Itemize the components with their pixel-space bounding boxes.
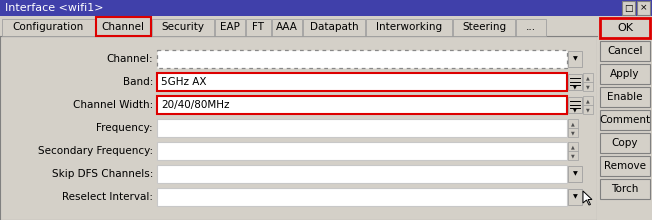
Bar xyxy=(622,1,635,15)
Text: Torch: Torch xyxy=(612,184,639,194)
Text: 20/40/80MHz: 20/40/80MHz xyxy=(161,100,230,110)
Bar xyxy=(568,51,582,67)
Bar xyxy=(157,142,567,160)
Text: AAA: AAA xyxy=(276,22,298,32)
Text: Copy: Copy xyxy=(612,138,638,148)
Bar xyxy=(96,17,151,36)
Bar xyxy=(246,19,271,36)
Text: Cancel: Cancel xyxy=(607,46,643,56)
Bar xyxy=(600,110,650,130)
Text: ▲: ▲ xyxy=(571,121,575,126)
Text: Skip DFS Channels:: Skip DFS Channels: xyxy=(52,169,153,179)
Bar xyxy=(568,128,578,137)
Text: □: □ xyxy=(624,4,632,13)
Text: Channel: Channel xyxy=(102,22,145,32)
Bar xyxy=(568,166,582,182)
Text: Enable: Enable xyxy=(607,92,643,102)
Text: ▼: ▼ xyxy=(573,107,577,112)
Text: Band:: Band: xyxy=(123,77,153,87)
Text: ▼: ▼ xyxy=(572,57,578,62)
Bar xyxy=(583,73,593,82)
Text: ▲: ▲ xyxy=(586,98,590,103)
Bar xyxy=(157,165,567,183)
Text: FT: FT xyxy=(252,22,265,32)
Bar xyxy=(2,19,95,36)
Text: Security: Security xyxy=(161,22,204,32)
Bar xyxy=(600,41,650,61)
Text: Channel:: Channel: xyxy=(106,54,153,64)
Bar xyxy=(637,1,650,15)
Bar xyxy=(600,133,650,153)
Bar xyxy=(597,36,652,220)
Text: Configuration: Configuration xyxy=(12,22,84,32)
Text: ▼: ▼ xyxy=(572,172,578,176)
Text: ▼: ▼ xyxy=(573,84,577,89)
Polygon shape xyxy=(583,191,592,205)
Bar xyxy=(568,74,582,90)
Bar xyxy=(516,19,546,36)
Bar xyxy=(303,19,365,36)
Text: Comment: Comment xyxy=(599,115,651,125)
Bar xyxy=(0,36,597,220)
Text: ...: ... xyxy=(526,22,536,32)
Bar xyxy=(600,18,650,38)
Bar xyxy=(157,50,567,68)
Text: EAP: EAP xyxy=(220,22,240,32)
Text: ▼: ▼ xyxy=(586,107,590,112)
Bar xyxy=(583,105,593,114)
Text: ▲: ▲ xyxy=(571,144,575,149)
Bar xyxy=(453,19,515,36)
Bar xyxy=(583,96,593,105)
Text: Frequency:: Frequency: xyxy=(96,123,153,133)
Bar xyxy=(568,151,578,160)
Bar xyxy=(600,87,650,107)
Text: ▼: ▼ xyxy=(571,153,575,158)
Bar xyxy=(215,19,245,36)
Bar xyxy=(0,16,652,36)
Text: Interworking: Interworking xyxy=(376,22,442,32)
Text: Datapath: Datapath xyxy=(310,22,359,32)
Bar xyxy=(157,73,567,91)
Text: ▲: ▲ xyxy=(586,75,590,80)
Bar xyxy=(157,188,567,206)
Bar xyxy=(157,96,567,114)
Bar xyxy=(157,119,567,137)
Text: ▼: ▼ xyxy=(586,84,590,89)
Text: ▼: ▼ xyxy=(571,130,575,135)
Text: Reselect Interval:: Reselect Interval: xyxy=(62,192,153,202)
Text: Secondary Frequency:: Secondary Frequency: xyxy=(38,146,153,156)
Text: Apply: Apply xyxy=(610,69,640,79)
Bar xyxy=(600,156,650,176)
Bar xyxy=(568,142,578,151)
Bar xyxy=(600,179,650,199)
Text: ▼: ▼ xyxy=(572,194,578,200)
Bar xyxy=(568,97,582,113)
Text: Steering: Steering xyxy=(462,22,506,32)
Bar xyxy=(583,82,593,91)
Bar xyxy=(568,119,578,128)
Bar xyxy=(366,19,452,36)
Bar xyxy=(152,19,214,36)
Text: Remove: Remove xyxy=(604,161,646,171)
Bar xyxy=(272,19,302,36)
Bar xyxy=(600,64,650,84)
Text: ×: × xyxy=(640,4,647,13)
Text: 5GHz AX: 5GHz AX xyxy=(161,77,207,87)
Bar xyxy=(0,0,652,16)
Text: OK: OK xyxy=(617,23,633,33)
Text: Interface <wifi1>: Interface <wifi1> xyxy=(5,3,104,13)
Bar xyxy=(568,189,582,205)
Text: Channel Width:: Channel Width: xyxy=(73,100,153,110)
